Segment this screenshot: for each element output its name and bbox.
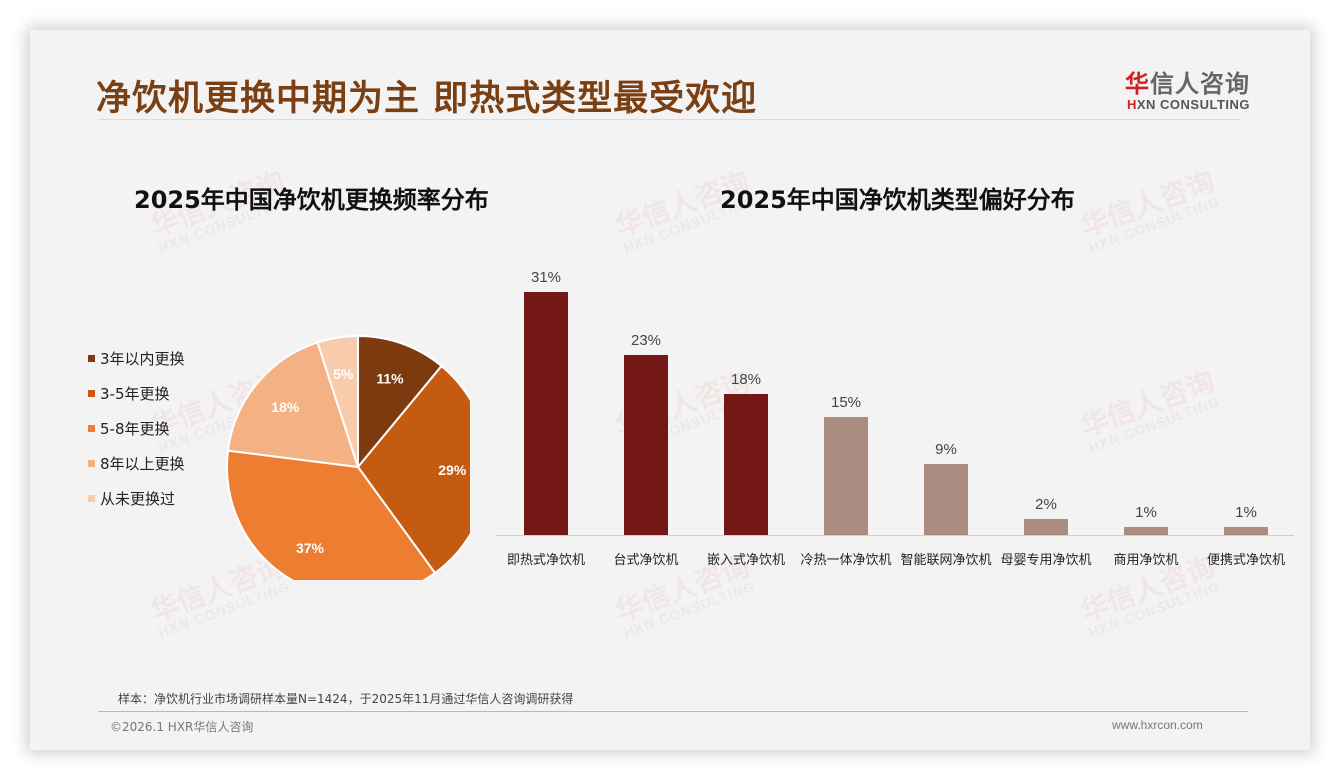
bar-column: 18% xyxy=(696,371,796,535)
legend-item: 从未更换过 xyxy=(88,481,185,516)
bar xyxy=(724,393,768,535)
bar-column: 31% xyxy=(496,269,596,535)
pie-slice xyxy=(316,334,359,468)
bar-chart-title: 2025年中国净饮机类型偏好分布 xyxy=(720,186,1075,214)
pie-data-label: 11% xyxy=(376,370,404,386)
footer-divider xyxy=(98,711,1248,712)
bar-value-label: 23% xyxy=(630,331,662,349)
legend-label: 从未更换过 xyxy=(100,490,176,508)
bar-value-label: 31% xyxy=(530,269,562,286)
legend-label: 5-8年更换 xyxy=(100,420,170,438)
legend-swatch-icon xyxy=(88,425,95,432)
bar-column: 2% xyxy=(996,496,1096,535)
bar xyxy=(1024,519,1068,535)
x-axis-category-label: 冷热一体净饮机 xyxy=(800,553,892,568)
bar xyxy=(1124,527,1168,535)
bar-column: 23% xyxy=(596,332,696,535)
x-axis-category-label: 嵌入式净饮机 xyxy=(706,553,785,568)
x-axis-category-label: 台式净饮机 xyxy=(613,553,679,568)
watermark: 华信人咨询 HXN CONSULTING xyxy=(1076,164,1223,256)
legend-label: 3年以内更换 xyxy=(100,350,185,368)
sample-note: 样本：净饮机行业市场调研样本量N=1424，于2025年11月通过华信人咨询调研… xyxy=(118,692,574,706)
bar-value-label: 1% xyxy=(1135,504,1157,521)
company-logo: 华信人咨询 HXN CONSULTING xyxy=(1125,70,1250,112)
slide: 华信人咨询 HXN CONSULTING 华信人咨询 HXN CONSULTING … xyxy=(30,30,1310,750)
website-link[interactable]: www.hxrcon.com xyxy=(1112,718,1203,732)
pie-data-label: 29% xyxy=(438,462,467,478)
legend-label: 8年以上更换 xyxy=(100,455,185,473)
bar-chart: 31% 即热式净饮机 23% 台式净饮机 18% 嵌入式净饮机 15% 冷热一体净饮机 9% 智能… xyxy=(496,269,1296,570)
pie-legend: 3年以内更换 3-5年更换 5-8年更换 8年以上更换 从未更换过 xyxy=(88,341,185,516)
title-divider xyxy=(98,119,1240,120)
x-axis-category-label: 便携式净饮机 xyxy=(1206,553,1285,568)
bar-column: 9% xyxy=(896,441,996,535)
pie-slice xyxy=(357,334,443,470)
x-axis-category-label: 商用净饮机 xyxy=(1113,553,1179,568)
pie-slice xyxy=(356,364,470,575)
legend-swatch-icon xyxy=(88,460,95,467)
bar-value-label: 1% xyxy=(1235,504,1257,521)
page-title: 净饮机更换中期为主 即热式类型最受欢迎 xyxy=(96,79,758,119)
bar-value-label: 18% xyxy=(730,370,762,388)
bar xyxy=(524,292,568,535)
bar-column: 1% xyxy=(1096,504,1196,535)
legend-item: 8年以上更换 xyxy=(88,446,185,481)
legend-item: 3-5年更换 xyxy=(88,376,185,411)
x-axis-category-label: 智能联网净饮机 xyxy=(900,553,992,568)
pie-slice xyxy=(226,449,437,580)
bar-column: 1% xyxy=(1196,504,1296,535)
bar-value-label: 9% xyxy=(935,441,957,459)
legend-swatch-icon xyxy=(88,495,95,502)
bar-value-label: 15% xyxy=(830,394,862,412)
pie-data-label: 5% xyxy=(333,366,354,382)
legend-item: 5-8年更换 xyxy=(88,411,185,446)
bar-column: 15% xyxy=(796,394,896,535)
legend-item: 3年以内更换 xyxy=(88,341,185,376)
x-axis-line xyxy=(496,535,1294,536)
pie-data-label: 18% xyxy=(271,399,300,415)
x-axis-category-label: 即热式净饮机 xyxy=(506,553,585,568)
pie-chart-title: 2025年中国净饮机更换频率分布 xyxy=(134,186,489,214)
copyright-text: ©2026.1 HXR华信人咨询 xyxy=(110,720,254,734)
x-axis-category-label: 母婴专用净饮机 xyxy=(1000,553,1092,568)
bar-value-label: 2% xyxy=(1035,496,1057,514)
bar xyxy=(624,354,668,535)
bar xyxy=(1224,527,1268,535)
pie-slice xyxy=(226,341,360,469)
legend-label: 3-5年更换 xyxy=(100,385,170,403)
pie-chart: 11% 29% 37% 18% 5% xyxy=(226,334,470,580)
legend-swatch-icon xyxy=(88,390,95,397)
pie-data-label: 37% xyxy=(296,540,325,556)
bar xyxy=(824,417,868,535)
legend-swatch-icon xyxy=(88,355,95,362)
bar xyxy=(924,464,968,535)
